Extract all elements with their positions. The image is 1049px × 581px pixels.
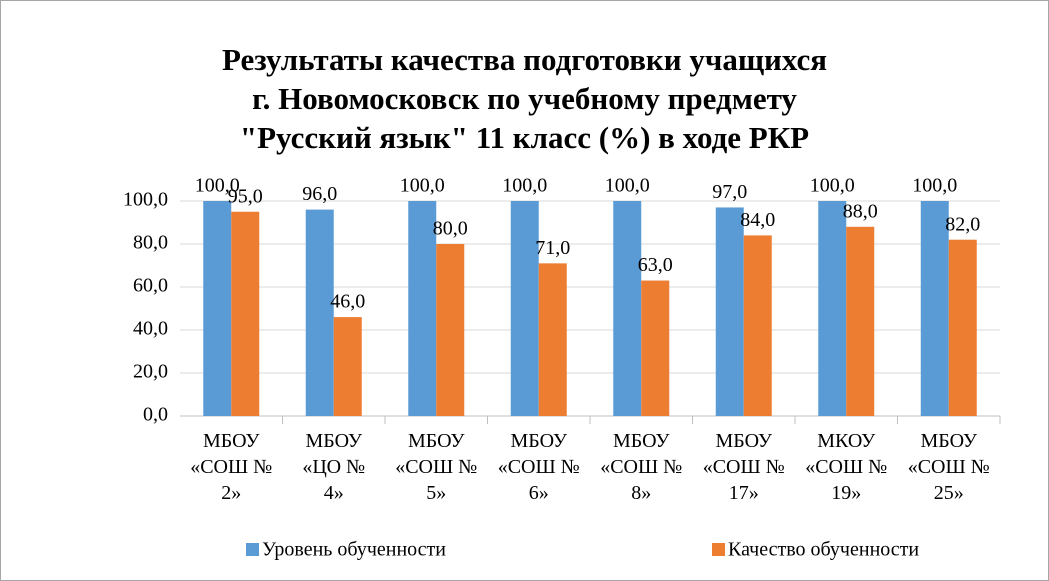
x-tick-label: МБОУ «СОШ № 6» <box>497 430 580 504</box>
value-label: 80,0 <box>433 218 468 240</box>
legend-swatch <box>712 543 725 556</box>
x-tick-label: МБОУ «СОШ № 25» <box>907 430 990 504</box>
x-tick-label: МБОУ «СОШ № 8» <box>600 430 683 504</box>
value-label: 100,0 <box>810 175 855 197</box>
value-label: 100,0 <box>195 175 240 197</box>
bar <box>510 201 539 416</box>
bar <box>408 201 437 416</box>
bar <box>231 211 260 416</box>
value-label: 82,0 <box>945 213 980 235</box>
x-tick-label: МБОУ «СОШ № 5» <box>395 430 478 504</box>
y-tick-label: 0,0 <box>143 404 168 426</box>
bar <box>743 235 772 416</box>
bar <box>818 201 847 416</box>
value-label: 63,0 <box>638 254 673 276</box>
value-label: 96,0 <box>302 183 337 205</box>
legend-swatch <box>246 543 259 556</box>
y-tick-label: 40,0 <box>133 318 168 340</box>
value-label: 100,0 <box>502 175 547 197</box>
bar <box>920 201 949 416</box>
bar <box>613 201 642 416</box>
bar <box>305 209 334 416</box>
bar <box>641 280 670 416</box>
value-label: 100,0 <box>605 175 650 197</box>
y-tick-label: 100,0 <box>123 189 168 211</box>
legend-label: Уровень обученности <box>262 539 446 561</box>
x-tick-label: МБОУ «СОШ № 17» <box>702 430 785 504</box>
bar <box>715 207 744 416</box>
x-tick-label: МБОУ «ЦО № 4» <box>302 430 366 504</box>
x-tick-label: МБОУ «СОШ № 2» <box>190 430 273 504</box>
x-tick-label: МКОУ «СОШ № 19» <box>805 430 888 504</box>
value-label: 100,0 <box>400 175 445 197</box>
value-label: 95,0 <box>228 185 263 207</box>
value-label: 46,0 <box>330 291 365 313</box>
y-tick-label: 60,0 <box>133 275 168 297</box>
bar <box>846 226 875 416</box>
y-tick-label: 80,0 <box>133 232 168 254</box>
value-label: 71,0 <box>535 237 570 259</box>
bar <box>948 239 977 416</box>
value-label: 97,0 <box>712 181 747 203</box>
chart-title: Результаты качества подготовки учащихся … <box>221 42 828 155</box>
y-tick-label: 20,0 <box>133 361 168 383</box>
bar <box>436 244 465 416</box>
legend-label: Качество обученности <box>728 539 919 561</box>
bar <box>538 263 567 416</box>
value-label: 88,0 <box>843 200 878 222</box>
value-label: 84,0 <box>740 209 775 231</box>
value-label: 100,0 <box>912 175 957 197</box>
bar <box>203 201 232 416</box>
bar <box>333 317 362 416</box>
